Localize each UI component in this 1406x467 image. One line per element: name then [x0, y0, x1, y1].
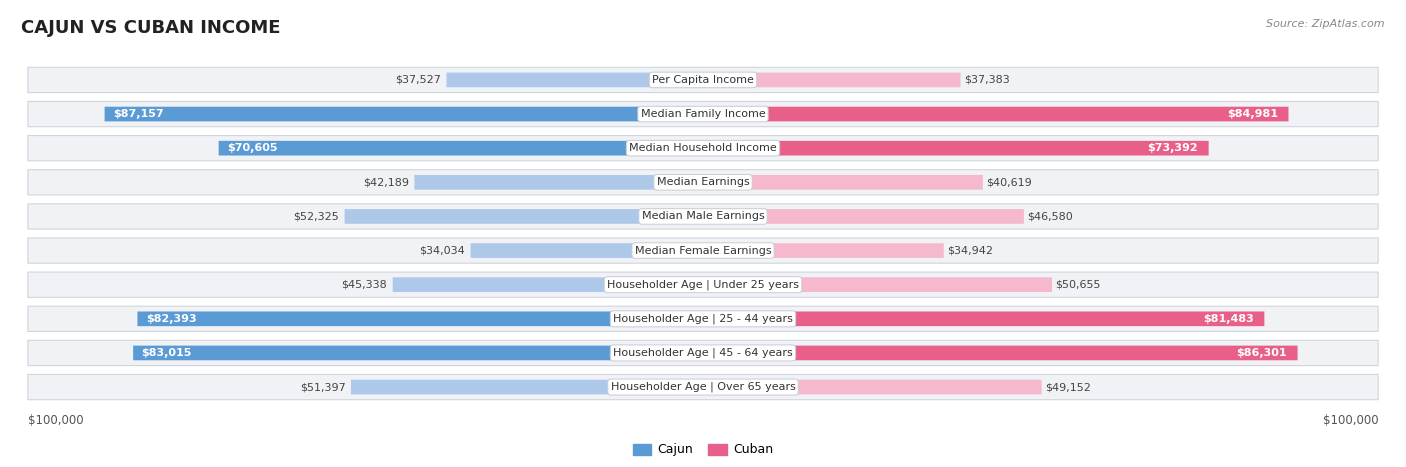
FancyBboxPatch shape — [28, 135, 1378, 161]
Text: $87,157: $87,157 — [112, 109, 163, 119]
Text: $100,000: $100,000 — [1323, 414, 1378, 427]
Text: $100,000: $100,000 — [28, 414, 83, 427]
Text: $83,015: $83,015 — [142, 348, 191, 358]
FancyBboxPatch shape — [415, 175, 703, 190]
FancyBboxPatch shape — [704, 175, 983, 190]
Text: $82,393: $82,393 — [146, 314, 197, 324]
Text: $49,152: $49,152 — [1045, 382, 1091, 392]
Text: $51,397: $51,397 — [299, 382, 346, 392]
FancyBboxPatch shape — [28, 101, 1378, 127]
Text: $34,942: $34,942 — [948, 246, 993, 255]
Text: $37,527: $37,527 — [395, 75, 441, 85]
FancyBboxPatch shape — [28, 67, 1378, 92]
FancyBboxPatch shape — [704, 277, 1052, 292]
FancyBboxPatch shape — [704, 380, 1042, 395]
Text: $45,338: $45,338 — [342, 280, 387, 290]
FancyBboxPatch shape — [28, 306, 1378, 332]
Text: $50,655: $50,655 — [1056, 280, 1101, 290]
Text: $37,383: $37,383 — [965, 75, 1010, 85]
FancyBboxPatch shape — [704, 243, 943, 258]
Text: Median Household Income: Median Household Income — [628, 143, 778, 153]
Text: Median Female Earnings: Median Female Earnings — [634, 246, 772, 255]
FancyBboxPatch shape — [704, 141, 1209, 156]
Text: $46,580: $46,580 — [1028, 212, 1073, 221]
Text: Median Male Earnings: Median Male Earnings — [641, 212, 765, 221]
FancyBboxPatch shape — [704, 72, 960, 87]
Text: Median Family Income: Median Family Income — [641, 109, 765, 119]
Text: $34,034: $34,034 — [419, 246, 465, 255]
Text: Per Capita Income: Per Capita Income — [652, 75, 754, 85]
Text: $73,392: $73,392 — [1147, 143, 1198, 153]
Text: Median Earnings: Median Earnings — [657, 177, 749, 187]
Text: $86,301: $86,301 — [1237, 348, 1288, 358]
FancyBboxPatch shape — [28, 238, 1378, 263]
Text: $42,189: $42,189 — [363, 177, 409, 187]
Legend: Cajun, Cuban: Cajun, Cuban — [627, 439, 779, 461]
FancyBboxPatch shape — [704, 107, 1288, 121]
FancyBboxPatch shape — [28, 272, 1378, 297]
FancyBboxPatch shape — [471, 243, 703, 258]
FancyBboxPatch shape — [28, 340, 1378, 366]
FancyBboxPatch shape — [104, 107, 703, 121]
Text: $81,483: $81,483 — [1204, 314, 1254, 324]
FancyBboxPatch shape — [28, 170, 1378, 195]
FancyBboxPatch shape — [219, 141, 703, 156]
FancyBboxPatch shape — [392, 277, 703, 292]
FancyBboxPatch shape — [704, 311, 1264, 326]
Text: $70,605: $70,605 — [226, 143, 277, 153]
Text: Householder Age | 25 - 44 years: Householder Age | 25 - 44 years — [613, 313, 793, 324]
Text: $52,325: $52,325 — [294, 212, 339, 221]
FancyBboxPatch shape — [134, 346, 703, 360]
FancyBboxPatch shape — [704, 209, 1024, 224]
Text: Householder Age | Under 25 years: Householder Age | Under 25 years — [607, 279, 799, 290]
Text: CAJUN VS CUBAN INCOME: CAJUN VS CUBAN INCOME — [21, 19, 281, 37]
Text: Householder Age | 45 - 64 years: Householder Age | 45 - 64 years — [613, 348, 793, 358]
Text: Householder Age | Over 65 years: Householder Age | Over 65 years — [610, 382, 796, 392]
FancyBboxPatch shape — [704, 346, 1298, 360]
FancyBboxPatch shape — [28, 375, 1378, 400]
FancyBboxPatch shape — [447, 72, 703, 87]
Text: Source: ZipAtlas.com: Source: ZipAtlas.com — [1267, 19, 1385, 28]
FancyBboxPatch shape — [138, 311, 703, 326]
FancyBboxPatch shape — [344, 209, 703, 224]
FancyBboxPatch shape — [28, 204, 1378, 229]
Text: $84,981: $84,981 — [1227, 109, 1278, 119]
FancyBboxPatch shape — [352, 380, 703, 395]
Text: $40,619: $40,619 — [986, 177, 1032, 187]
